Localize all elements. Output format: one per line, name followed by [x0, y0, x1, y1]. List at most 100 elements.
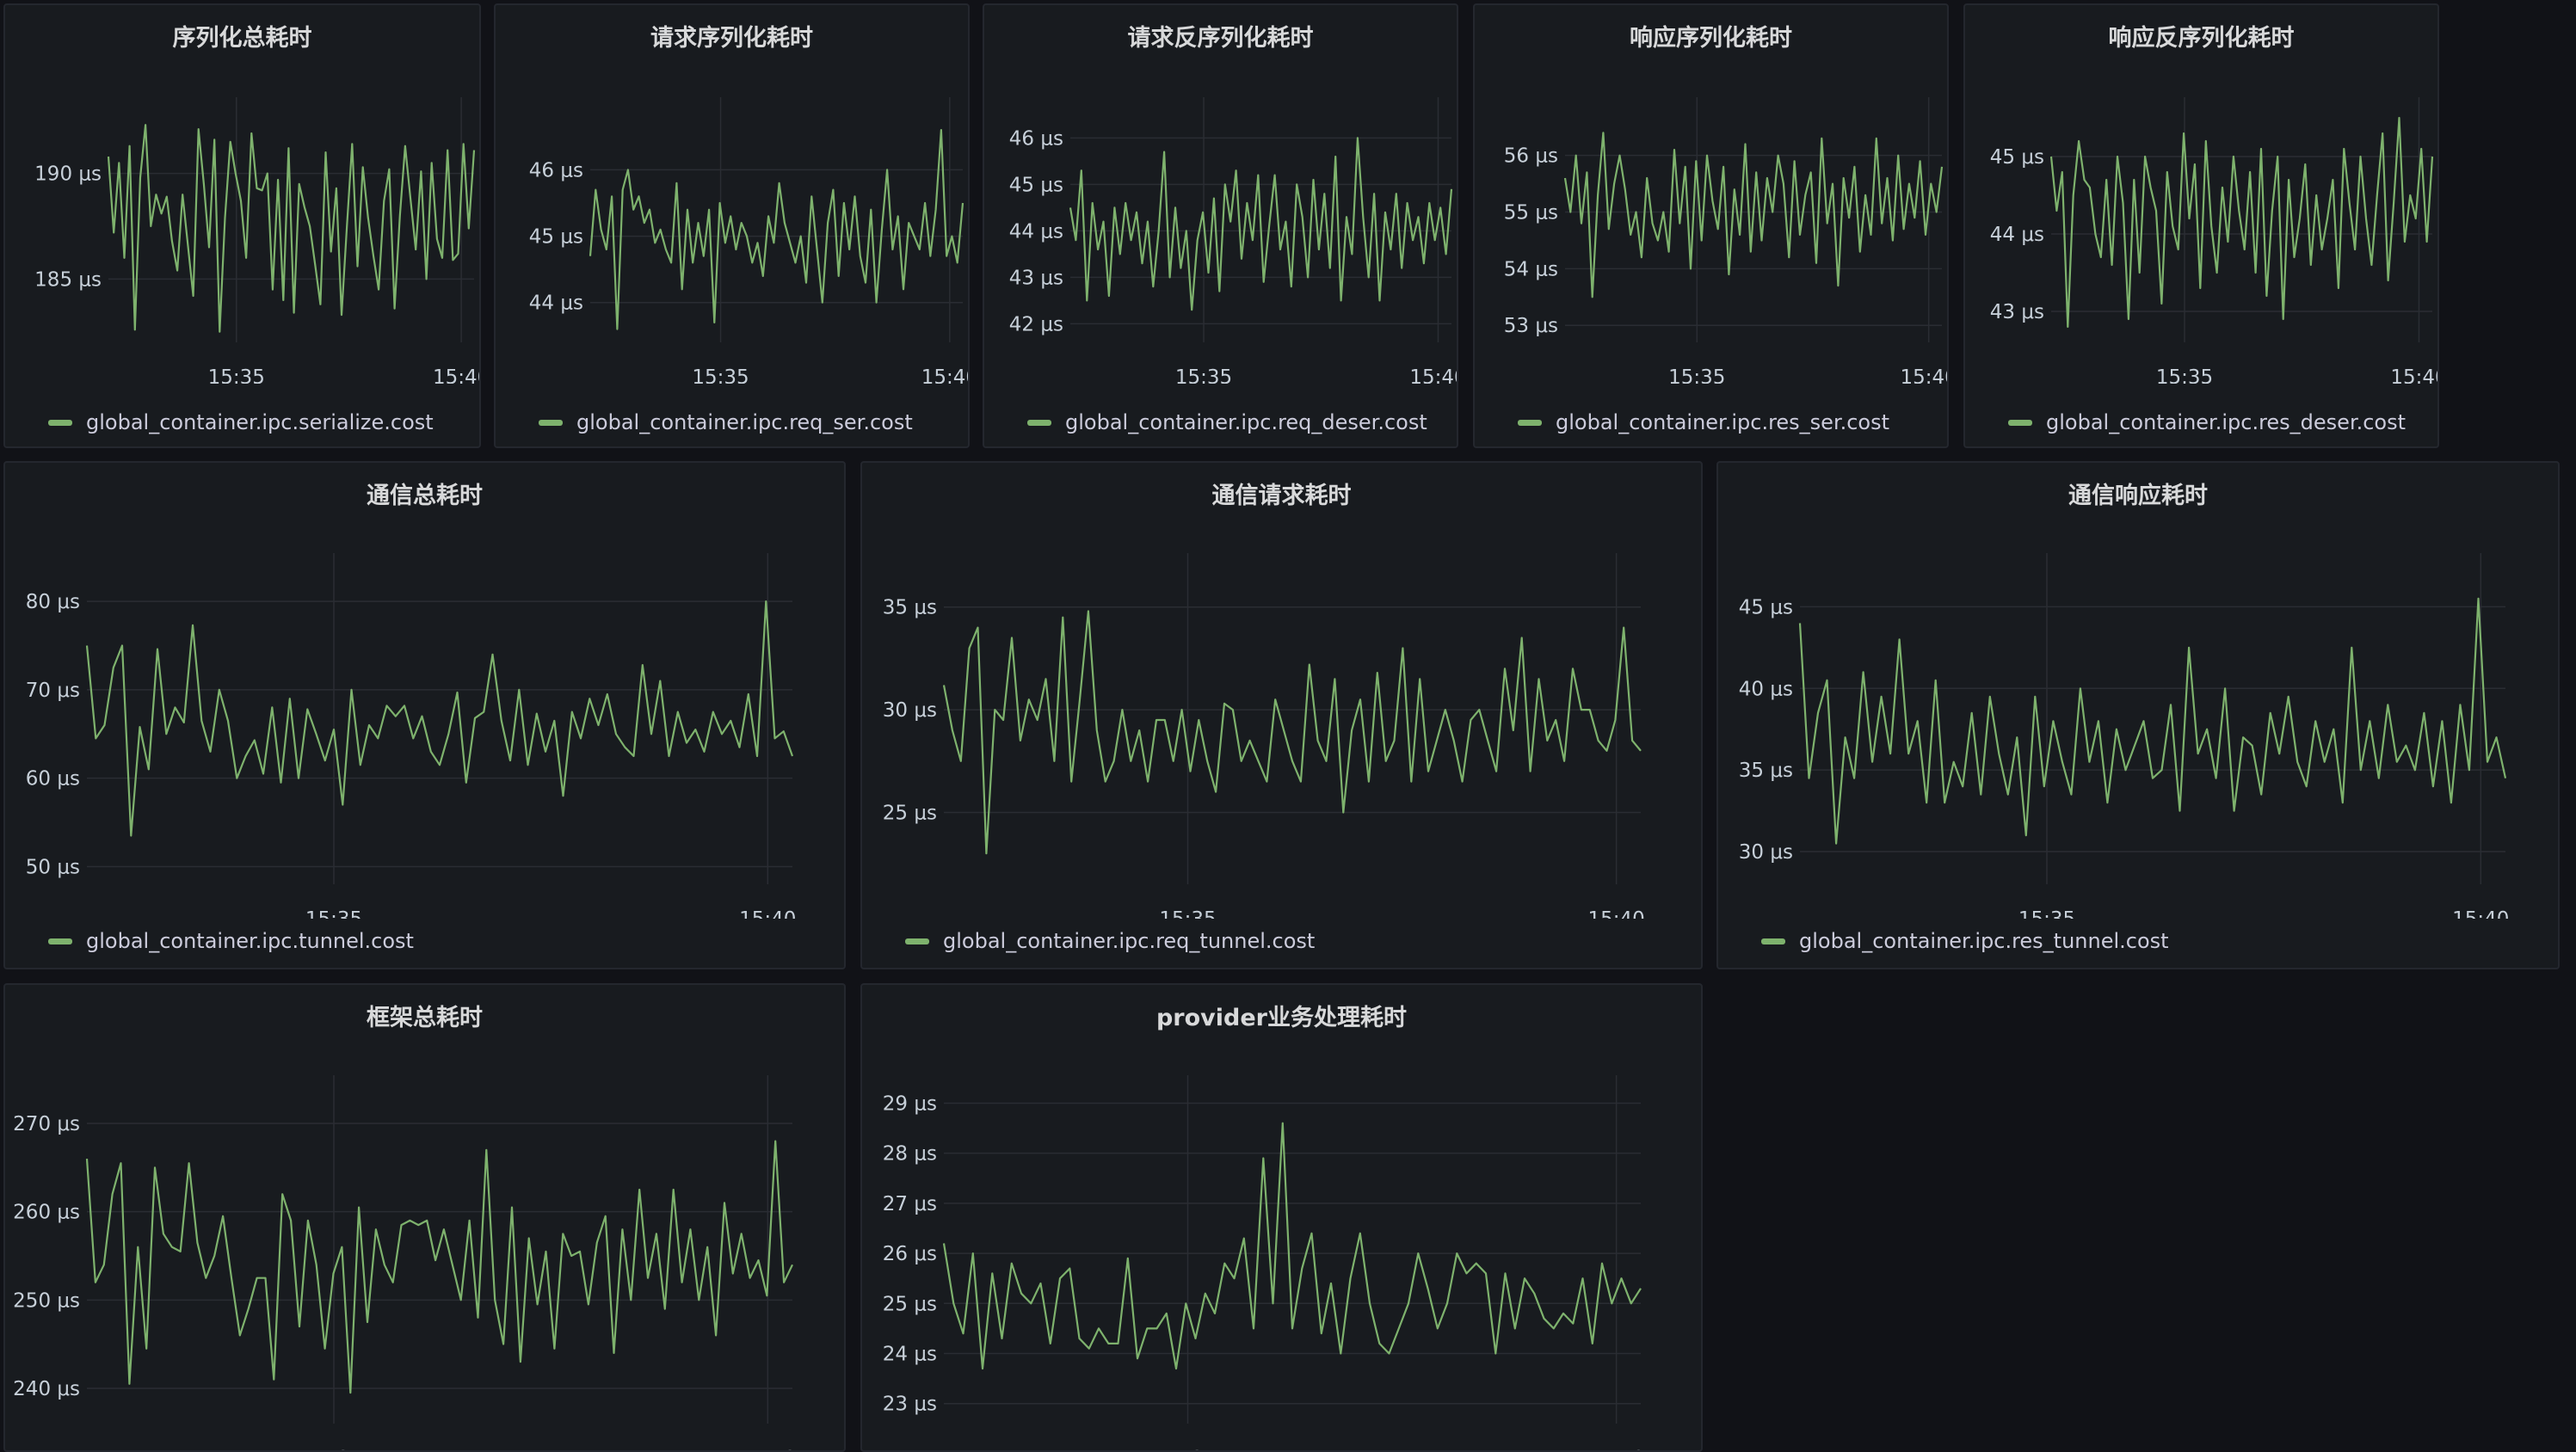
y-tick-label: 44 μs: [529, 292, 583, 315]
legend[interactable]: global_container.ipc.req_ser.cost: [539, 410, 913, 434]
y-tick-label: 30 μs: [883, 699, 937, 722]
series-line: [1798, 597, 2507, 845]
x-tick-label: 15:40: [1409, 366, 1458, 384]
y-tick-label: 23 μs: [883, 1394, 937, 1416]
series-line: [107, 124, 476, 333]
panel-title: 请求序列化耗时: [650, 25, 813, 52]
y-tick-label: 26 μs: [883, 1243, 937, 1265]
line-chart: 46 μs 45 μs 44 μs 43 μs 42 μs 15:35 15:40: [1009, 97, 1458, 384]
panel-title: 响应序列化耗时: [1630, 25, 1792, 52]
line-chart: 29 μs 28 μs 27 μs 26 μs 25 μs 24 μs 23 μs 15:35…: [883, 1075, 1645, 1452]
x-tick-label: 15:40: [433, 366, 481, 384]
y-tick-label: 60 μs: [26, 768, 80, 791]
y-tick-label: 40 μs: [1739, 678, 1793, 700]
panel-title: 框架总耗时: [367, 1005, 483, 1031]
panel-title: 响应反序列化耗时: [2108, 25, 2295, 52]
x-tick-label: 15:40: [921, 366, 970, 384]
panel-res-ser[interactable]: 响应序列化耗时 56 μs 55 μs 54 μs 53 μs 15:35 15:40 g…: [1473, 3, 1949, 448]
legend[interactable]: global_container.ipc.req_deser.cost: [1027, 410, 1427, 434]
panel-res-tunnel[interactable]: 通信响应耗时 45 μs 40 μs 35 μs 30 μs 15:35 15:40 gl…: [1716, 461, 2560, 969]
series-color-swatch: [48, 419, 72, 426]
line-chart: 80 μs 70 μs 60 μs 50 μs 15:35 15:40: [26, 553, 796, 919]
y-tick-label: 25 μs: [883, 802, 937, 824]
series-line: [2049, 116, 2434, 329]
series-line: [85, 1140, 793, 1394]
x-tick-label: 15:35: [1159, 908, 1216, 919]
x-tick-label: 15:35: [2156, 366, 2213, 384]
legend-label: global_container.ipc.tunnel.cost: [86, 929, 414, 953]
y-tick-label: 29 μs: [883, 1092, 937, 1115]
legend[interactable]: global_container.ipc.req_tunnel.cost: [905, 929, 1315, 953]
y-tick-label: 46 μs: [529, 159, 583, 182]
y-tick-label: 54 μs: [1504, 258, 1558, 280]
x-tick-label: 15:35: [305, 1448, 362, 1452]
x-tick-label: 15:40: [1588, 1448, 1645, 1452]
legend-label: global_container.ipc.req_deser.cost: [1065, 410, 1427, 434]
panel-res-deser[interactable]: 响应反序列化耗时 45 μs 44 μs 43 μs 15:35 15:40 globa…: [1963, 3, 2439, 448]
panel-serialize-total[interactable]: 序列化总耗时 190 μs 185 μs 15:35 15:40 global_con…: [3, 3, 481, 448]
series-line: [85, 600, 794, 837]
x-tick-label: 15:40: [2390, 366, 2439, 384]
legend[interactable]: global_container.ipc.res_tunnel.cost: [1761, 929, 2169, 953]
legend-label: global_container.ipc.req_tunnel.cost: [943, 929, 1316, 953]
panel-tunnel-total[interactable]: 通信总耗时 80 μs 70 μs 60 μs 50 μs 15:35 15:40 glo…: [3, 461, 846, 969]
line-chart: 270 μs 260 μs 250 μs 240 μs 15:35 15:40: [13, 1075, 796, 1452]
panel-req-ser[interactable]: 请求序列化耗时 46 μs 45 μs 44 μs 15:35 15:40 global…: [494, 3, 970, 448]
line-chart: 56 μs 55 μs 54 μs 53 μs 15:35 15:40: [1504, 97, 1949, 384]
legend[interactable]: global_container.ipc.tunnel.cost: [48, 929, 414, 953]
line-chart: 46 μs 45 μs 44 μs 15:35 15:40: [529, 97, 970, 384]
series-line: [1069, 137, 1453, 311]
y-tick-label: 44 μs: [1009, 220, 1063, 243]
x-tick-label: 15:40: [739, 908, 796, 919]
x-tick-label: 15:40: [1901, 366, 1949, 384]
panel-title: 通信请求耗时: [1211, 483, 1352, 509]
series-color-swatch: [1761, 938, 1785, 944]
panel-provider-handling[interactable]: provider业务处理耗时 29 μs 28 μs 27 μs 26 μs 25 μs…: [860, 983, 1703, 1452]
legend-label: global_container.ipc.res_deser.cost: [2046, 410, 2407, 434]
y-tick-label: 270 μs: [13, 1113, 80, 1135]
line-chart: 35 μs 30 μs 25 μs 15:35 15:40: [883, 553, 1645, 919]
legend[interactable]: global_container.ipc.res_ser.cost: [1518, 410, 1889, 434]
y-tick-label: 46 μs: [1009, 127, 1063, 150]
y-tick-label: 45 μs: [1990, 146, 2044, 169]
legend[interactable]: global_container.ipc.serialize.cost: [48, 410, 434, 434]
series-color-swatch: [539, 419, 563, 426]
y-tick-label: 185 μs: [34, 268, 102, 291]
y-tick-label: 45 μs: [1739, 596, 1793, 618]
line-chart: 190 μs 185 μs 15:35 15:40: [34, 97, 481, 384]
y-tick-label: 43 μs: [1990, 301, 2044, 323]
panel-title: 通信总耗时: [367, 483, 483, 509]
panel-framework-total[interactable]: 框架总耗时 270 μs 260 μs 250 μs 240 μs 15:35 15:40: [3, 983, 846, 1452]
x-tick-label: 15:40: [2452, 908, 2509, 919]
series-line: [942, 1122, 1642, 1370]
y-tick-label: 42 μs: [1009, 313, 1063, 335]
x-tick-label: 15:35: [1175, 366, 1232, 384]
y-tick-label: 70 μs: [26, 680, 80, 702]
y-tick-label: 250 μs: [13, 1289, 80, 1312]
x-tick-label: 15:35: [1159, 1448, 1216, 1452]
y-tick-label: 30 μs: [1739, 841, 1793, 864]
panel-title: 通信响应耗时: [2068, 483, 2208, 509]
y-tick-label: 56 μs: [1504, 145, 1558, 168]
x-tick-label: 15:35: [305, 908, 362, 919]
panel-title: 序列化总耗时: [172, 25, 312, 52]
y-tick-label: 45 μs: [529, 226, 583, 249]
y-tick-label: 44 μs: [1990, 224, 2044, 246]
legend-label: global_container.ipc.res_ser.cost: [1556, 410, 1890, 434]
legend[interactable]: global_container.ipc.res_deser.cost: [2008, 410, 2406, 434]
y-tick-label: 80 μs: [26, 591, 80, 613]
y-tick-label: 43 μs: [1009, 267, 1063, 289]
panel-req-tunnel[interactable]: 通信请求耗时 35 μs 30 μs 25 μs 15:35 15:40 global_…: [860, 461, 1703, 969]
legend-label: global_container.ipc.req_ser.cost: [576, 410, 913, 434]
panel-req-deser[interactable]: 请求反序列化耗时 46 μs 45 μs 44 μs 43 μs 42 μs 15:35 1…: [983, 3, 1458, 448]
y-tick-label: 24 μs: [883, 1344, 937, 1366]
x-tick-label: 15:35: [1668, 366, 1725, 384]
line-chart: 45 μs 40 μs 35 μs 30 μs 15:35 15:40: [1739, 553, 2509, 919]
y-tick-label: 35 μs: [1739, 760, 1793, 782]
y-tick-label: 190 μs: [34, 163, 102, 186]
series-color-swatch: [48, 938, 72, 944]
x-tick-label: 15:35: [208, 366, 265, 384]
x-tick-label: 15:40: [739, 1448, 796, 1452]
panel-title: provider业务处理耗时: [1156, 1005, 1407, 1031]
x-tick-label: 15:35: [2018, 908, 2075, 919]
